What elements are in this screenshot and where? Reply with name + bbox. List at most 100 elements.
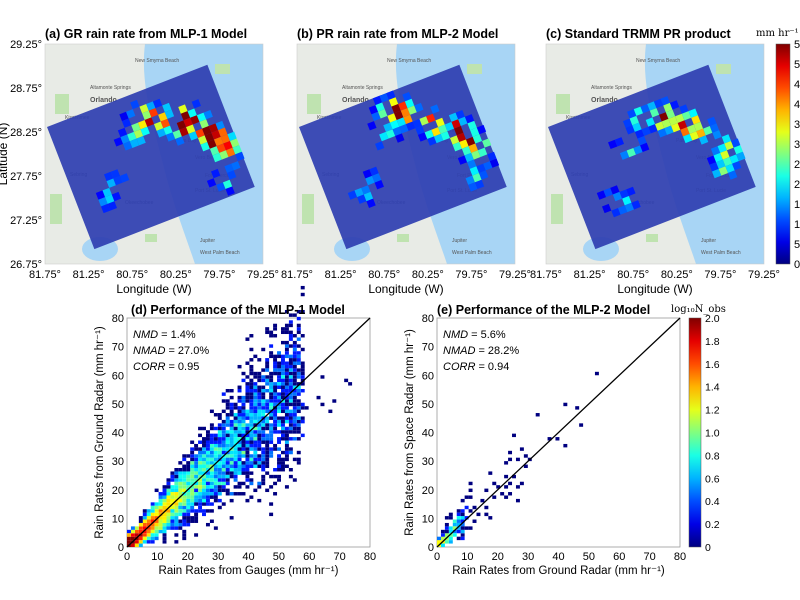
density-cell: [249, 347, 254, 352]
density-cell: [300, 292, 305, 297]
density-cell: [194, 474, 199, 479]
density-cell: [182, 454, 187, 458]
density-cell: [166, 519, 171, 523]
density-cell: [284, 454, 289, 458]
density-cell: [174, 519, 179, 523]
density-cell: [174, 481, 179, 486]
density-cell: [292, 402, 297, 407]
rain-cell: [392, 126, 402, 137]
density-cell: [261, 481, 266, 486]
density-cell: [178, 478, 183, 482]
density-cell: [249, 461, 254, 465]
density-cell: [288, 416, 293, 420]
density-cell: [178, 492, 183, 496]
density-cell: [300, 388, 305, 393]
density-cell: [288, 437, 293, 441]
rain-cell: [165, 132, 176, 142]
density-cell: [284, 388, 289, 393]
density-cell: [158, 498, 163, 503]
rain-cell: [212, 152, 222, 163]
rain-cell: [164, 109, 175, 119]
density-cell: [456, 522, 461, 527]
density-cell: [209, 437, 214, 441]
rain-cell: [121, 118, 132, 128]
rain-cell: [216, 182, 226, 192]
density-cell: [249, 457, 254, 462]
density-cell: [213, 450, 218, 455]
rain-cell: [142, 110, 152, 121]
density-cell: [166, 498, 171, 503]
density-cell: [512, 474, 516, 479]
density-cell: [225, 464, 230, 468]
rain-cell: [202, 126, 212, 136]
rain-cell: [472, 134, 483, 144]
density-cell: [209, 450, 214, 455]
rain-cell: [654, 121, 665, 131]
density-cell: [130, 526, 135, 530]
rain-cell: [148, 108, 159, 118]
density-cell: [265, 461, 270, 465]
density-cell: [284, 344, 289, 348]
density-cell: [221, 481, 226, 486]
density-cell: [452, 526, 457, 530]
density-cell: [146, 536, 151, 541]
density-cell: [300, 382, 305, 386]
rain-cell: [671, 123, 681, 133]
density-cell: [174, 478, 179, 482]
rain-cell: [383, 122, 393, 132]
density-cell: [221, 443, 226, 448]
density-cell: [178, 522, 183, 527]
density-cell: [281, 330, 285, 335]
density-cell: [288, 447, 293, 451]
density-cell: [273, 388, 278, 393]
density-cell: [456, 512, 461, 517]
x-axis-label: Longitude (W): [116, 282, 191, 296]
density-cell: [257, 395, 262, 400]
density-cell: [229, 461, 234, 465]
density-cell: [273, 443, 278, 448]
density-cell: [277, 385, 282, 389]
density-cell: [281, 354, 285, 359]
density-cell: [182, 457, 187, 462]
rain-cell: [354, 187, 364, 198]
rain-cell: [230, 138, 240, 148]
rain-cell: [448, 112, 459, 122]
density-cell: [245, 485, 250, 489]
density-cell: [190, 467, 195, 472]
map-city-label: Jupiter: [701, 238, 716, 244]
density-cell: [245, 467, 250, 472]
density-cell: [265, 399, 270, 403]
density-cell: [229, 426, 234, 431]
density-cell: [170, 495, 175, 499]
density-cell: [253, 388, 258, 393]
density-cell: [209, 492, 214, 496]
y-tick-label: 70: [422, 342, 434, 354]
density-cell: [198, 474, 203, 479]
rain-cell: [466, 136, 476, 147]
panel-title: (b) PR rain rate from MLP-2 Model: [297, 27, 498, 41]
density-cell: [484, 505, 489, 510]
rain-cell: [403, 114, 413, 125]
density-cell: [288, 467, 293, 472]
density-cell: [127, 540, 131, 544]
density-cell: [233, 464, 238, 468]
density-cell: [265, 447, 270, 451]
map-city-label: Orlando: [342, 97, 369, 104]
density-cell: [253, 392, 258, 396]
density-cell: [296, 461, 301, 465]
rain-cell: [682, 133, 693, 144]
density-cell: [221, 471, 226, 475]
density-cell: [472, 505, 477, 510]
density-cell: [158, 509, 163, 513]
density-cell: [488, 516, 493, 520]
density-cell: [221, 440, 226, 444]
density-cell: [281, 464, 285, 468]
rain-cell: [468, 182, 478, 192]
density-cell: [448, 533, 453, 537]
density-cell: [138, 536, 143, 541]
density-cell: [296, 416, 301, 420]
density-cell: [225, 430, 230, 434]
colorbar-tick-label: 0.4: [705, 496, 720, 508]
density-cell: [237, 433, 242, 438]
